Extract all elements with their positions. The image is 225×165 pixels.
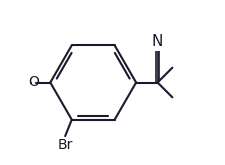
Text: O: O <box>28 76 39 89</box>
Text: N: N <box>151 34 162 49</box>
Text: Br: Br <box>57 138 72 152</box>
